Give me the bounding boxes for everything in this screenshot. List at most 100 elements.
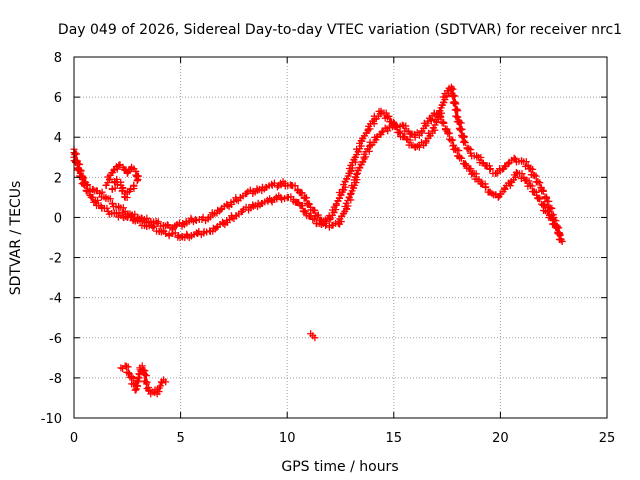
data-point-trace (500, 179, 514, 192)
data-point-trace (232, 208, 245, 220)
data-point-trace (317, 219, 328, 229)
data-point-trace (232, 194, 242, 205)
data-point-trace (244, 186, 257, 198)
data-point-trace (381, 124, 392, 135)
data-point-trace (284, 193, 297, 205)
data-point-trace (192, 215, 203, 225)
data-point-trace (113, 178, 125, 189)
data-point-trace (123, 210, 134, 218)
x-tick-label: 15 (386, 431, 403, 446)
data-point-trace (281, 181, 294, 190)
data-point-trace (214, 218, 227, 230)
data-point-trace (549, 216, 564, 238)
data-point-trace (113, 209, 123, 221)
data-point-trace (468, 152, 481, 160)
data-point-trace (374, 128, 386, 141)
data-point-trace (325, 203, 340, 222)
data-point-trace (124, 165, 134, 176)
series-early-loop (102, 161, 142, 202)
data-point-trace (391, 123, 403, 136)
y-tick-label: 8 (54, 51, 62, 66)
data-point-trace (303, 212, 315, 220)
data-point-trace (272, 192, 283, 203)
data-point (108, 199, 116, 207)
y-tick-label: 0 (54, 211, 62, 226)
data-point-trace (321, 214, 332, 226)
data-point-trace (108, 166, 118, 177)
y-tick-label: -6 (49, 332, 62, 347)
data-point-trace (147, 217, 160, 227)
data-point-trace (397, 133, 409, 141)
data-point-trace (365, 117, 378, 133)
data-point-trace (433, 111, 443, 119)
data-point (403, 135, 411, 143)
data-point-trace (347, 170, 361, 197)
data-point-trace (277, 178, 287, 189)
data-point-trace (98, 204, 111, 212)
data-point-trace (227, 212, 238, 223)
data-point-trace (508, 168, 520, 186)
data-point-trace (180, 217, 191, 229)
data-point-trace (136, 214, 146, 223)
series-isolated-point (307, 330, 319, 342)
y-tick-label: 6 (54, 91, 62, 106)
data-point-trace (169, 229, 182, 241)
data-point-trace (336, 209, 348, 228)
data-point (558, 238, 566, 246)
data-point-trace (278, 194, 289, 204)
data-point-trace (251, 185, 262, 196)
data-point-trace (482, 183, 494, 196)
y-tick-label: 2 (54, 171, 62, 186)
x-tick-label: 10 (279, 431, 296, 446)
data-point-trace (206, 209, 217, 221)
data-point-trace (225, 198, 236, 211)
data-point-trace (297, 202, 309, 216)
data-point-trace (538, 186, 551, 202)
data-point-trace (165, 231, 173, 240)
data-point-trace (153, 386, 163, 396)
data-point-trace (112, 163, 121, 173)
data-point-trace (444, 129, 457, 150)
data-point-trace (203, 227, 214, 236)
y-tick-label: -8 (49, 372, 62, 387)
data-point-trace (123, 188, 131, 202)
grid (74, 57, 607, 418)
y-tick-label: -4 (49, 292, 62, 307)
data-point-trace (237, 190, 250, 202)
data-point-trace (301, 194, 313, 208)
data-point-trace (291, 198, 303, 207)
data-point-trace (494, 165, 504, 177)
data-point-trace (118, 184, 129, 201)
data-point-trace (314, 211, 326, 224)
data-point (89, 185, 97, 193)
data-point-trace (213, 206, 224, 217)
y-tick-label: -10 (41, 412, 62, 427)
data-point-trace (411, 142, 421, 151)
data-point-trace (87, 193, 98, 206)
data-point-trace (270, 179, 281, 191)
data-point-trace (128, 165, 138, 173)
data-point-trace (360, 142, 374, 161)
data-point-trace (345, 155, 359, 175)
data-point-trace (122, 362, 133, 377)
data-point-trace (247, 201, 257, 212)
data-point (488, 189, 496, 197)
data-point (123, 169, 131, 177)
data-point-trace (456, 154, 470, 168)
data-point-trace (516, 170, 526, 183)
x-tick-label: 5 (176, 431, 184, 446)
data-point-trace (489, 191, 500, 199)
data-point-trace (209, 224, 219, 235)
data-point-trace (500, 160, 512, 173)
data-point-trace (221, 216, 231, 229)
data-point-trace (157, 227, 168, 236)
x-tick-label: 25 (599, 431, 616, 446)
data-point-trace (520, 158, 530, 170)
data-point (162, 378, 170, 386)
data-point-trace (195, 227, 208, 239)
data-point-trace (475, 153, 486, 167)
data-point-trace (289, 182, 302, 195)
data-point-trace (188, 229, 201, 240)
series-outlier-cluster (117, 362, 170, 398)
data-point (108, 185, 116, 193)
